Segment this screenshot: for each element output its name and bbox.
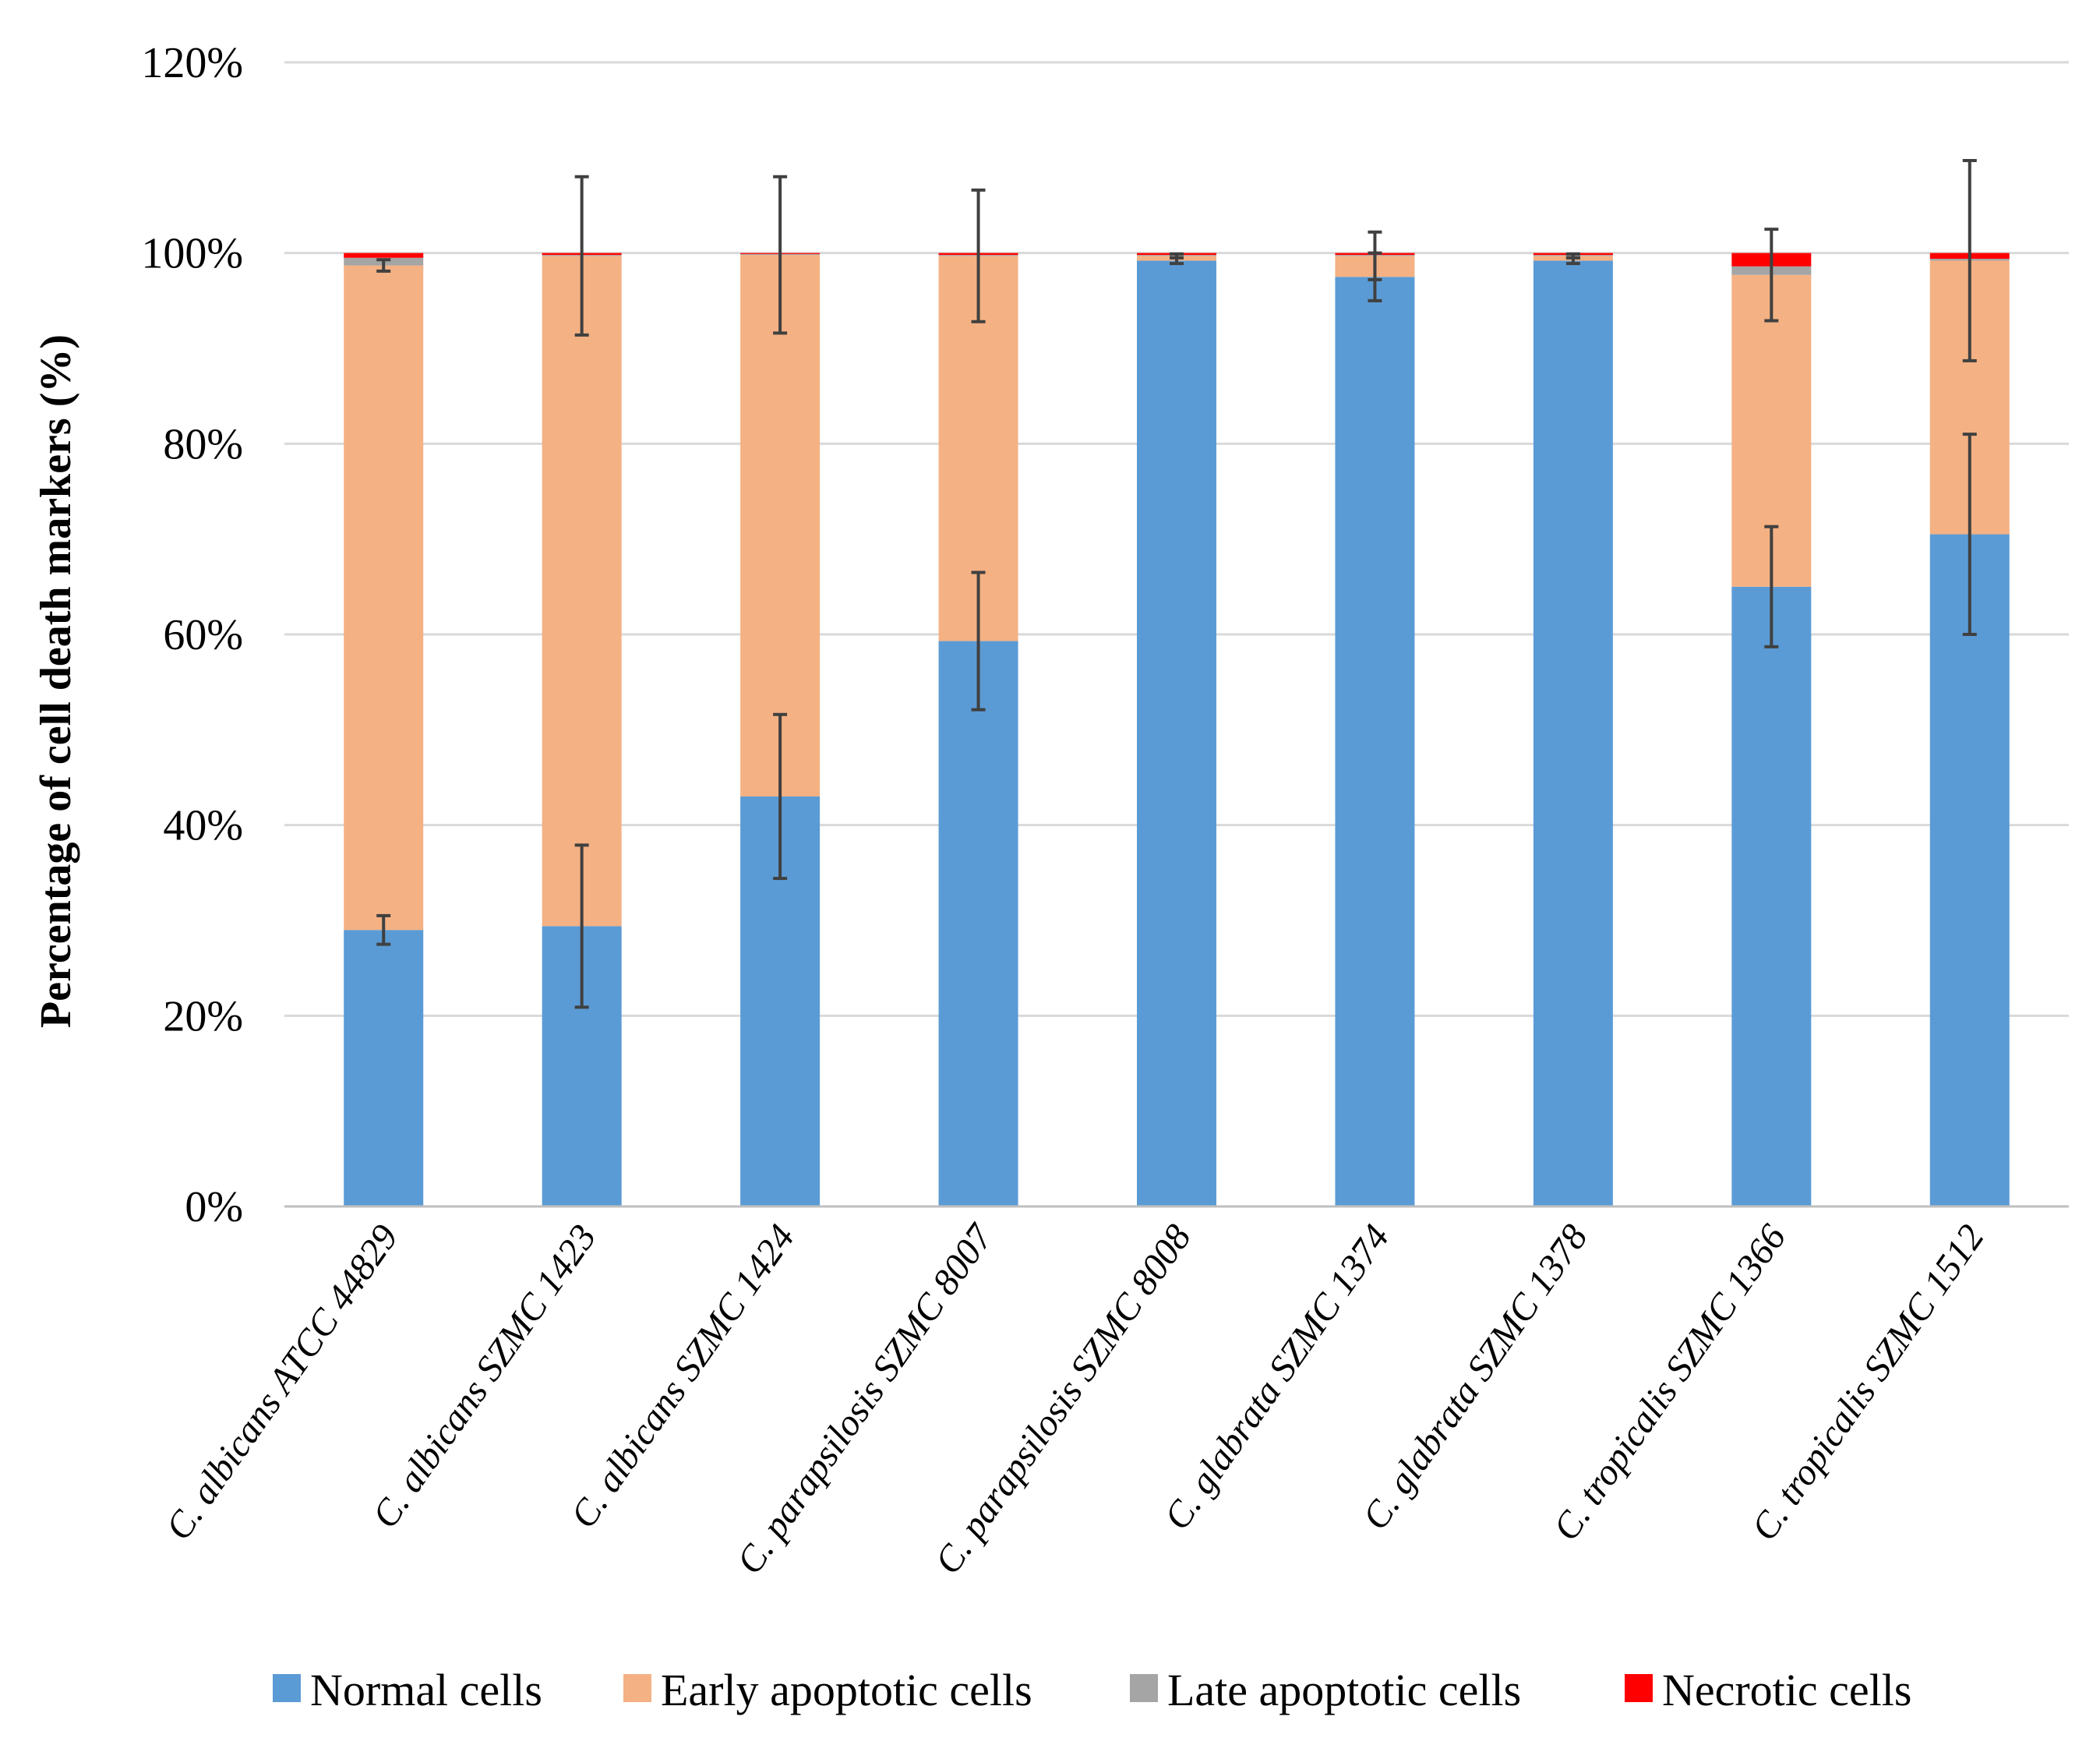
bar-segment-1 [344,265,424,931]
error-bar [1764,228,1779,323]
legend-swatch [273,1674,301,1702]
bar-segment-1 [740,255,821,797]
error-bar [1962,433,1977,636]
error-bar [1368,230,1382,281]
x-category-label: C. albicans SZMC 1423 [365,1217,605,1535]
legend-swatch [1130,1674,1158,1702]
bar-segment-0 [1731,586,1812,1206]
x-category-label: C. tropicalis SZMC 1366 [1545,1217,1794,1548]
bar-segment-0 [1533,260,1613,1206]
legend-item: Necrotic cells [1625,1665,1911,1715]
legend-label: Late apoptotic cells [1167,1665,1521,1715]
legend-swatch [1625,1674,1653,1702]
legend-label: Early apoptotic cells [661,1665,1032,1715]
error-bar [1962,159,1977,362]
y-tick-label: 60% [163,611,243,659]
y-tick-label: 120% [141,39,243,87]
x-category-label: C. glabrata SZMC 1374 [1156,1217,1398,1538]
x-category-label: C. albicans SZMC 1424 [563,1217,803,1535]
y-tick-label: 80% [163,420,243,468]
error-bars [376,159,1977,1009]
bar-segment-1 [542,256,622,927]
x-category-label: C. albicans ATCC 44829 [157,1217,406,1548]
bar-segment-0 [1137,260,1216,1206]
error-bar [1565,252,1580,260]
legend-item: Late apoptotic cells [1130,1665,1521,1715]
y-axis-title: Percentage of cell death markers (%) [32,334,80,1028]
legend: Normal cells Early apoptotic cells Late ap… [273,1665,1911,1715]
legend-item: Early apoptotic cells [623,1665,1032,1715]
error-bar [376,258,391,273]
y-tick-label: 0% [185,1183,243,1231]
y-axis-ticks: 0% 20% 40% 60% 80% 100% 120% [141,39,243,1231]
bar-segment-0 [344,930,424,1206]
bar-segment-0 [1335,277,1415,1206]
error-bar [376,913,391,946]
x-category-label: C. tropicalis SZMC 1512 [1744,1217,1992,1548]
legend-swatch [623,1674,651,1702]
legend-label: Normal cells [310,1665,542,1715]
error-bar [1764,525,1779,648]
error-bar [971,188,986,323]
y-tick-label: 40% [163,802,243,850]
error-bar [971,570,986,712]
legend-item: Normal cells [273,1665,542,1715]
error-bar [773,712,788,881]
error-bar [773,175,788,335]
legend-label: Necrotic cells [1662,1665,1911,1715]
x-category-label: C. glabrata SZMC 1378 [1354,1217,1596,1538]
error-bar [574,843,589,1009]
y-tick-label: 100% [141,230,243,278]
bar-segment-3 [344,253,424,258]
y-tick-label: 20% [163,992,243,1040]
bar-segment-0 [938,641,1018,1206]
error-bar [574,175,589,337]
bar-segment-0 [1929,534,2010,1206]
error-bar [1170,252,1184,260]
bars [344,253,2010,1206]
